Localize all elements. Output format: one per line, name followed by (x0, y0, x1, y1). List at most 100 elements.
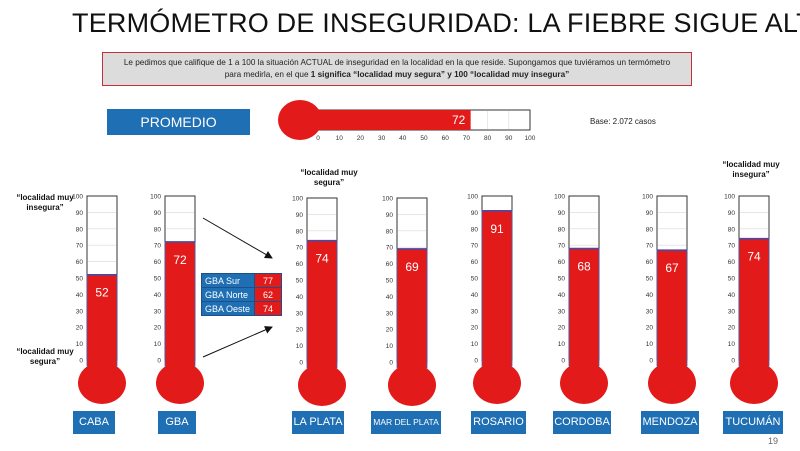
tick-label: 70 (471, 243, 479, 250)
tick-label: 100 (292, 196, 303, 203)
tick-label: 0 (561, 358, 565, 365)
thermometer-bulb (298, 364, 346, 406)
base-cases: Base: 2.072 casos (590, 117, 656, 126)
tick-label: 30 (386, 310, 394, 317)
tick-label: 60 (76, 259, 84, 266)
tick-label: 30 (76, 308, 84, 315)
data-label: 52 (95, 286, 109, 300)
tick-label: 100 (150, 194, 161, 201)
tick-label: 10 (154, 341, 162, 348)
data-label: 74 (315, 252, 329, 266)
tick-label: 90 (646, 210, 654, 217)
tick-label: 40 (296, 294, 304, 301)
arrow-to-gba-table (202, 217, 273, 259)
tick-label: 100 (382, 196, 393, 203)
tick-label: 10 (471, 341, 479, 348)
tick-label: 90 (471, 210, 479, 217)
gba-row: GBA Sur 77 (201, 273, 282, 288)
tick-label: 30 (728, 308, 736, 315)
tick-label: 50 (558, 276, 566, 283)
tick-label: 30 (558, 308, 566, 315)
average-tick-label: 80 (484, 135, 492, 142)
average-label: PROMEDIO GENERAL (107, 109, 250, 156)
tick-label: 10 (558, 341, 566, 348)
tick-label: 90 (386, 212, 394, 219)
tick-label: 20 (471, 325, 479, 332)
tick-label: 50 (386, 278, 394, 285)
tick-label: 10 (386, 343, 394, 350)
tick-label: 30 (646, 308, 654, 315)
gba-label: GBA Sur (201, 273, 255, 288)
thermometer-bulb (648, 362, 696, 404)
tick-label: 0 (731, 358, 735, 365)
tick-label: 80 (728, 226, 736, 233)
thermometer-fill (86, 274, 118, 367)
tick-label: 20 (296, 327, 304, 334)
thermometer-fill (568, 248, 600, 367)
city-label-gba: GBA (158, 411, 196, 434)
average-tick-label: 70 (463, 135, 471, 142)
tick-label: 40 (471, 292, 479, 299)
tick-label: 0 (299, 360, 303, 367)
city-label-rosario: ROSARIO (471, 411, 526, 434)
tick-label: 30 (154, 308, 162, 315)
tick-label: 10 (296, 343, 304, 350)
gba-label: GBA Norte (201, 287, 255, 302)
tick-label: 90 (296, 212, 304, 219)
tick-label: 100 (642, 194, 653, 201)
tick-label: 10 (646, 341, 654, 348)
tick-label: 60 (154, 259, 162, 266)
tick-label: 40 (646, 292, 654, 299)
gba-value: 77 (254, 273, 282, 288)
arrow-to-gba-table (202, 326, 273, 358)
gba-label: GBA Oeste (201, 301, 255, 316)
data-label: 91 (490, 222, 504, 236)
average-tick-label: 20 (357, 135, 365, 142)
question-line-2-text: para medirla, en el que (224, 70, 311, 79)
tick-label: 70 (154, 243, 162, 250)
gba-breakdown-table: GBA Sur 77 GBA Norte 62 GBA Oeste 74 (201, 273, 282, 316)
tick-label: 40 (154, 292, 162, 299)
average-tick-label: 40 (399, 135, 407, 142)
city-label-mendoza: MENDOZA (641, 411, 699, 434)
tick-label: 60 (728, 259, 736, 266)
average-tick-label: 10 (336, 135, 344, 142)
tick-label: 70 (386, 245, 394, 252)
tick-label: 80 (558, 226, 566, 233)
gba-row: GBA Oeste 74 (201, 301, 282, 316)
tick-label: 0 (157, 358, 161, 365)
thermometer-bulb (730, 362, 778, 404)
data-label: 69 (405, 260, 419, 274)
average-tick-label: 90 (505, 135, 513, 142)
tick-label: 20 (646, 325, 654, 332)
data-label: 74 (747, 250, 761, 264)
tick-label: 40 (386, 294, 394, 301)
average-tick-label: 30 (378, 135, 386, 142)
gba-value: 62 (254, 287, 282, 302)
tick-label: 0 (389, 360, 393, 367)
note-segura-top: “localidad muy segura” (300, 168, 358, 187)
tick-label: 90 (558, 210, 566, 217)
city-label-tucuman: TUCUMÁN (723, 411, 783, 434)
tick-label: 50 (76, 276, 84, 283)
average-value-label: 72 (452, 113, 466, 127)
gba-value: 74 (254, 301, 282, 316)
tick-label: 20 (728, 325, 736, 332)
question-line-1: Le pedimos que califique de 1 a 100 la s… (123, 58, 671, 67)
thermometer-bulb (560, 362, 608, 404)
tick-label: 80 (646, 226, 654, 233)
city-label-mar-del-plata: MAR DEL PLATA (371, 411, 441, 434)
tick-label: 20 (76, 325, 84, 332)
tick-label: 40 (558, 292, 566, 299)
tick-label: 10 (728, 341, 736, 348)
average-bulb (278, 100, 322, 140)
tick-label: 30 (296, 310, 304, 317)
city-label-caba: CABA (73, 411, 115, 434)
tick-label: 80 (386, 228, 394, 235)
tick-label: 0 (79, 358, 83, 365)
tick-label: 50 (728, 276, 736, 283)
average-tick-label: 0 (316, 135, 320, 142)
tick-label: 10 (76, 341, 84, 348)
tick-label: 90 (728, 210, 736, 217)
